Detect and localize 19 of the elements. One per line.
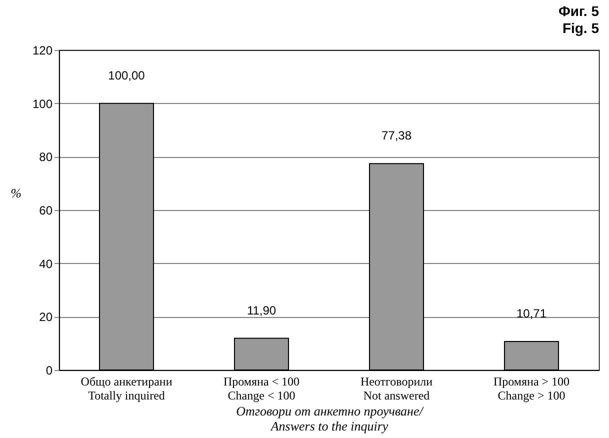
data-label: 10,71 [516, 306, 547, 320]
chart-title: Фиг. 5 [558, 3, 600, 19]
x-axis-title: Отговори от анкетно проучване/ Answers to the inquiry [236, 404, 424, 434]
y-tick-label: 40 [39, 256, 53, 271]
data-label: 100,00 [108, 68, 146, 82]
y-tick-label: 60 [39, 204, 53, 218]
y-tick-label: 120 [32, 44, 53, 58]
y-tick-label: 0 [46, 364, 53, 378]
x-tick-label: Неотговорили Not answered [360, 374, 434, 402]
x-tick-label: Общо анкетирани Totally inquired [80, 374, 173, 402]
data-label: 77,38 [381, 128, 412, 143]
y-tick-label: 80 [39, 150, 53, 164]
data-label: 11,90 [246, 303, 276, 318]
chart-subtitle: Fig. 5 [562, 20, 600, 36]
x-tick-label: Промяна > 100 Change > 100 [493, 374, 570, 402]
y-axis-title: % [10, 186, 22, 200]
y-tick-label: 20 [39, 310, 53, 324]
y-tick-label: 100 [32, 96, 53, 111]
x-tick-label: Промяна < 100 Change < 100 [223, 374, 300, 402]
